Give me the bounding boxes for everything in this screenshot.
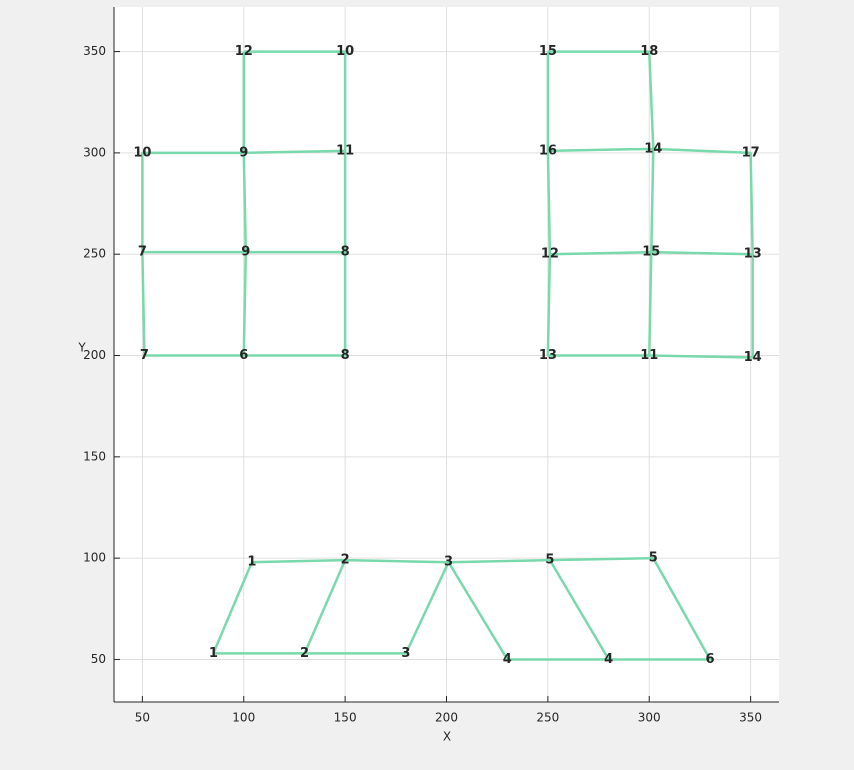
x-tick-label: 350 <box>739 711 762 725</box>
node-label: 15 <box>539 44 557 59</box>
node-label: 9 <box>239 145 248 160</box>
edge <box>548 559 610 661</box>
node-label: 17 <box>742 145 760 160</box>
node-label: 12 <box>235 44 253 59</box>
edge <box>546 150 650 357</box>
node-label: 5 <box>649 551 658 566</box>
x-tick-label: 150 <box>334 711 357 725</box>
node-label: 3 <box>444 555 453 570</box>
node-label: 4 <box>503 652 512 667</box>
node-label: 8 <box>341 245 350 260</box>
node-label: 7 <box>138 245 147 260</box>
y-tick-label: 250 <box>83 247 106 261</box>
x-tick-label: 250 <box>536 711 559 725</box>
node-label: 15 <box>642 245 660 260</box>
node-label: 1 <box>247 555 256 570</box>
x-tick-label: 300 <box>638 711 661 725</box>
node-label: 13 <box>539 348 557 363</box>
node-label: 9 <box>241 245 250 260</box>
y-tick-label: 350 <box>83 44 106 58</box>
node-label: 16 <box>539 143 557 158</box>
node-label: 14 <box>644 141 662 156</box>
node-label: 11 <box>336 143 354 158</box>
edge <box>549 250 753 256</box>
y-tick-label: 200 <box>83 348 106 362</box>
node-label: 18 <box>640 44 658 59</box>
x-tick-label: 50 <box>135 711 150 725</box>
edge <box>546 50 754 359</box>
y-axis-label: Y <box>77 341 86 355</box>
edge <box>243 149 346 155</box>
y-tick-label: 100 <box>83 551 106 565</box>
node-label: 2 <box>300 646 309 661</box>
node-label: 4 <box>604 652 613 667</box>
x-tick-label: 100 <box>232 711 255 725</box>
node-label: 11 <box>640 348 658 363</box>
node-label: 5 <box>545 553 554 568</box>
edge <box>212 556 712 661</box>
node-label: 2 <box>341 553 350 568</box>
node-label: 1 <box>209 646 218 661</box>
node-label: 10 <box>336 44 354 59</box>
node-label: 10 <box>133 145 151 160</box>
node-label: 6 <box>706 652 715 667</box>
node-label: 7 <box>140 348 149 363</box>
node-label: 14 <box>744 350 762 365</box>
node-label: 12 <box>541 247 559 262</box>
node-label: 3 <box>401 646 410 661</box>
edge <box>303 559 347 654</box>
node-label: 8 <box>341 348 350 363</box>
y-tick-label: 300 <box>83 145 106 159</box>
x-axis-label: X <box>443 730 451 744</box>
y-tick-label: 150 <box>83 449 106 463</box>
node-label: 13 <box>744 247 762 262</box>
y-tick-label: 50 <box>91 652 106 666</box>
x-tick-label: 200 <box>435 711 458 725</box>
node-label: 6 <box>239 348 248 363</box>
